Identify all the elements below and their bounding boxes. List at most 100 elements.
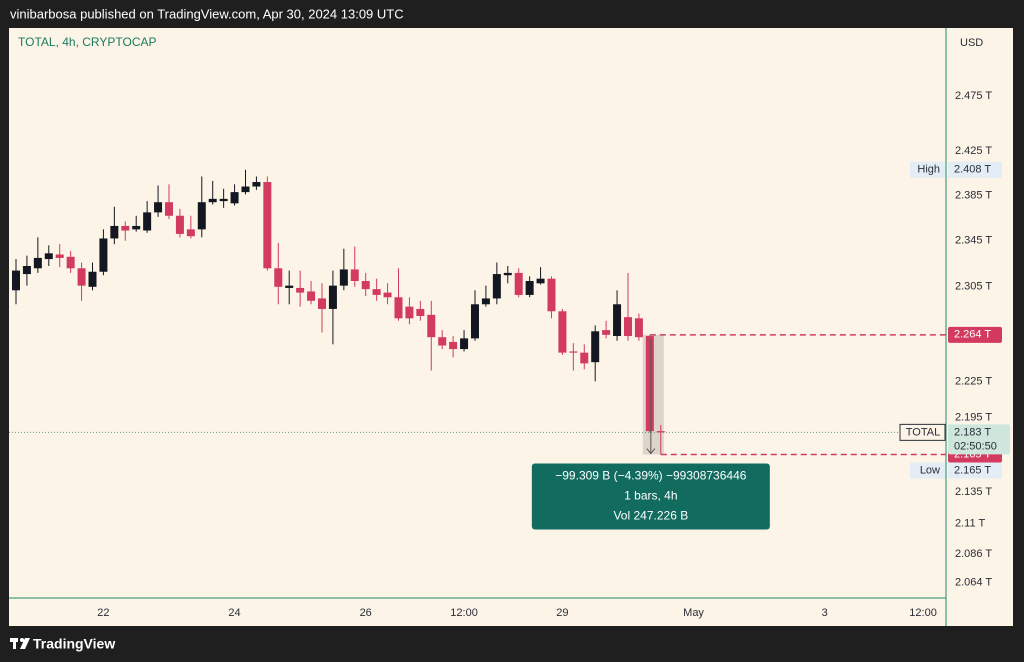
candle-body (55, 254, 64, 258)
header: vinibarbosa published on TradingView.com… (10, 6, 404, 21)
marker-value-box (948, 161, 1002, 178)
candle-body (536, 278, 545, 284)
candle-body (263, 182, 272, 269)
countdown: 02:50:50 (954, 440, 997, 452)
x-tick-label: 22 (97, 607, 109, 619)
y-tick-label: 2.425 T (955, 145, 992, 157)
y-tick-label: 2.345 T (955, 235, 992, 247)
candle-body (285, 285, 294, 288)
candle-body (449, 341, 458, 350)
last-name: TOTAL (906, 426, 940, 438)
candle-body (427, 314, 436, 338)
x-tick-label: 29 (556, 607, 568, 619)
candle-body (99, 238, 108, 272)
measure-text: Vol 247.226 B (613, 509, 688, 523)
candle-body (372, 289, 381, 295)
candle-body (208, 198, 217, 203)
candle-body (186, 229, 195, 237)
candle-body (339, 269, 348, 286)
candle-body (219, 198, 228, 202)
marker-name: High (917, 164, 940, 176)
marker-name: Low (920, 464, 940, 476)
candle-body (514, 272, 523, 295)
x-tick-label: 26 (360, 607, 372, 619)
candle-body (656, 431, 665, 433)
footer-logo (10, 638, 30, 649)
candle-body (613, 304, 622, 337)
candle-body (77, 268, 86, 286)
candle-body (230, 192, 239, 204)
candle-body (11, 270, 20, 291)
candle-body (175, 215, 184, 234)
y-tick-label: 2.385 T (955, 189, 992, 201)
y-tick-label: 2.135 T (955, 486, 992, 498)
marker-name-box (910, 462, 945, 479)
candle-body (274, 268, 283, 287)
measure-text: −99.309 B (−4.39%) −99308736446 (555, 469, 746, 483)
currency: USD (960, 37, 983, 49)
candle-body (525, 281, 534, 295)
last-value: 2.183 T (954, 426, 991, 438)
x-tick-label: 24 (228, 607, 240, 619)
candle-body (22, 265, 31, 275)
candle-body (154, 202, 163, 213)
y-tick-label: 2.086 T (955, 548, 992, 560)
y-tick-label: 2.195 T (955, 412, 992, 424)
y-tick-label: 2.475 T (955, 90, 992, 102)
candle-body (416, 308, 425, 316)
candle-body (132, 225, 141, 230)
candle-body (350, 269, 359, 282)
candle-body (66, 256, 75, 269)
candle-body (503, 272, 512, 276)
candle-body (33, 257, 42, 269)
candle-body (328, 285, 337, 309)
chart-title: TOTAL, 4h, CRYPTOCAP (18, 35, 157, 49)
candle-body (634, 318, 643, 338)
last-name-box (899, 423, 946, 441)
candle-body (623, 317, 632, 337)
candle-body (438, 337, 447, 346)
y-tick-label: 2.305 T (955, 281, 992, 293)
y-tick-label: 2.064 T (955, 576, 992, 588)
candle-body (547, 278, 556, 312)
candle-body (470, 304, 479, 339)
candle-body (591, 331, 600, 363)
candle-body (317, 298, 326, 309)
x-tick-label: 12:00 (450, 607, 478, 619)
measure-text: 1 bars, 4h (624, 489, 677, 503)
last-value-box (948, 424, 1010, 455)
candle-body (558, 311, 567, 353)
candle-body (383, 292, 392, 298)
x-tick-label: May (683, 607, 704, 619)
candle-body (361, 281, 370, 290)
candle-body (121, 225, 130, 231)
candle-body (569, 351, 578, 353)
candle-body (394, 297, 403, 319)
candle-body (645, 336, 654, 432)
measure-box (531, 463, 770, 530)
candle-body (580, 352, 589, 364)
measure-arrow (646, 338, 656, 455)
candle-body (602, 330, 611, 335)
candle-body (296, 287, 305, 293)
candle-body (252, 182, 261, 187)
marker-value: 2.408 T (954, 164, 991, 176)
candle-body (88, 271, 97, 287)
marker-value: 2.165 T (954, 464, 991, 476)
y-tick-label: 2.11 T (955, 517, 985, 529)
candle-body (197, 202, 206, 230)
candle-body (110, 225, 119, 239)
marker-value-box (948, 462, 1002, 479)
candle-body (492, 274, 501, 299)
candle-body (460, 338, 469, 350)
candle-body (307, 291, 316, 301)
x-tick-label: 3 (822, 607, 828, 619)
candle-body (44, 253, 53, 260)
marker-name-box (910, 161, 945, 178)
candle-body (143, 212, 152, 231)
candle-body (241, 186, 250, 193)
x-tick-label: 12:00 (909, 607, 937, 619)
candle-body (405, 306, 414, 319)
price-label-box (948, 326, 1002, 343)
